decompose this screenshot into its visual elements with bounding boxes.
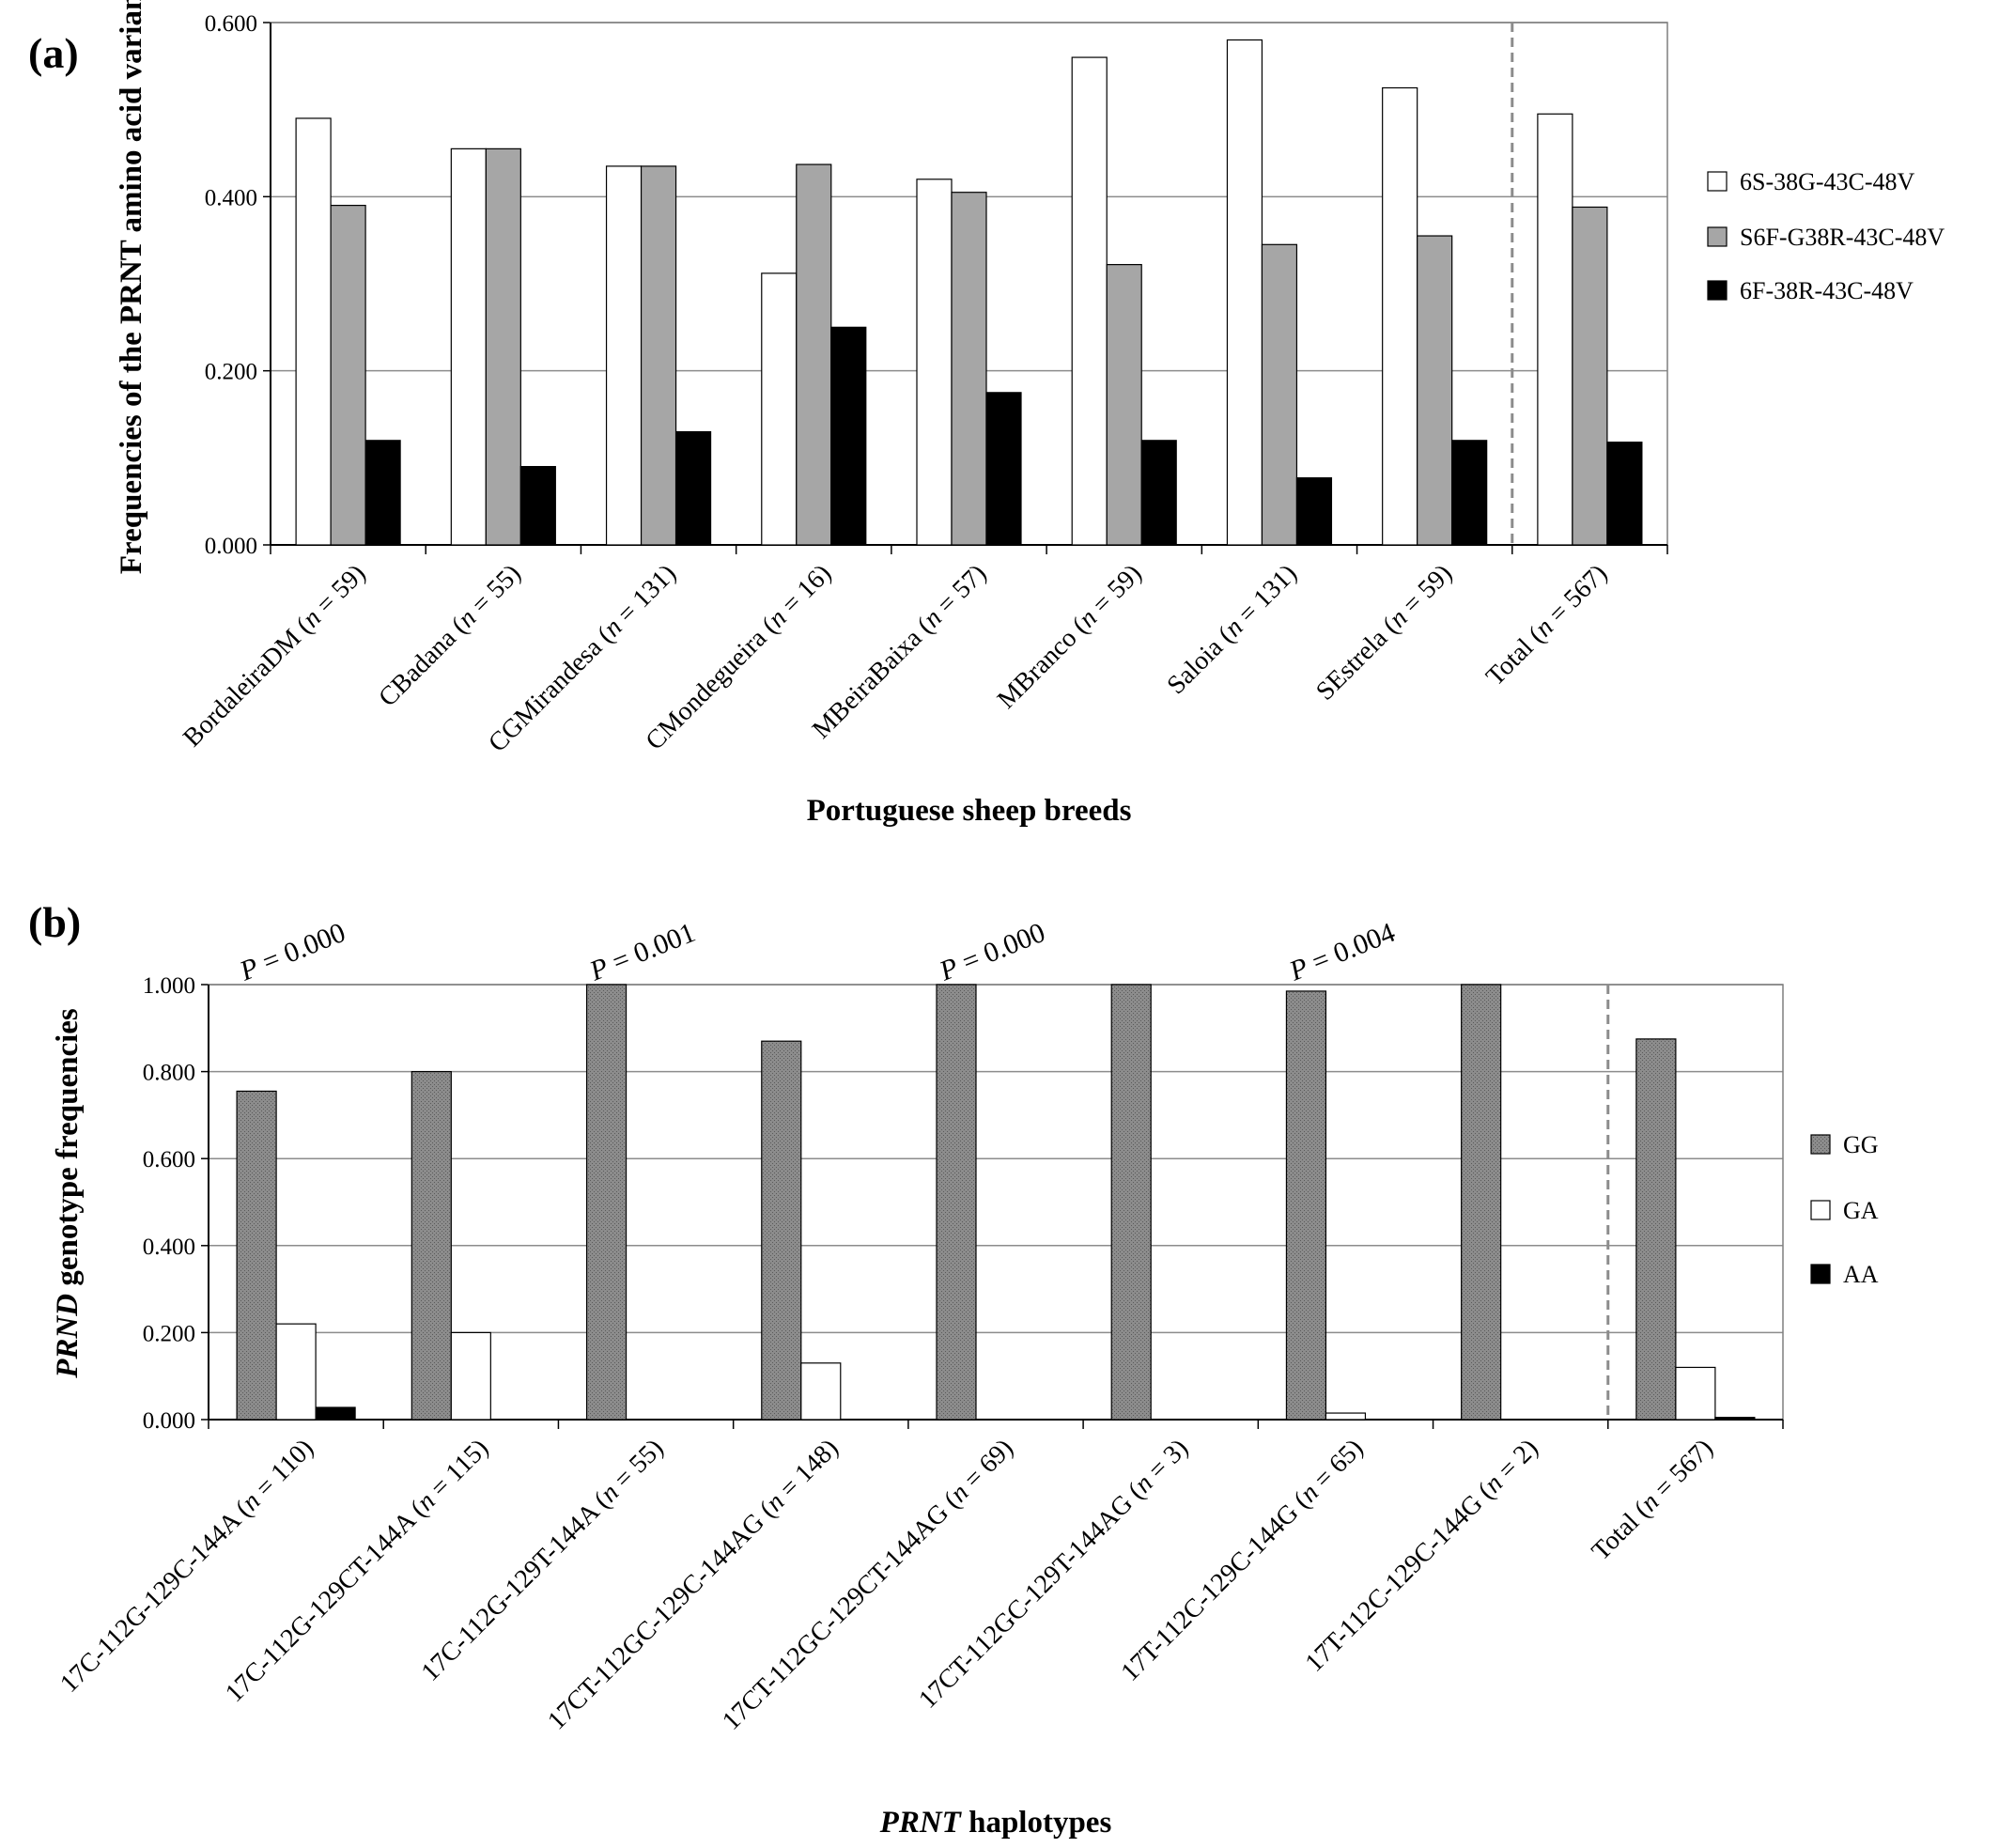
bar-6s-38g-43c-48v-5: [1071, 56, 1108, 546]
bar-s6f-g38r-43c-48v-4: [951, 192, 987, 546]
bar-gg-7: [1461, 984, 1502, 1421]
x-category-label: Total (n = 567): [1587, 1434, 1719, 1566]
bar-gg-2: [585, 984, 628, 1421]
x-category-label: MBeiraBaixa (n = 57): [807, 559, 992, 744]
bar-aa-0: [315, 1406, 356, 1421]
y-tick-label: 0.000: [143, 1408, 195, 1434]
x-category-label: SEstrela (n = 59): [1310, 559, 1458, 707]
legend-label: GG: [1843, 1131, 1879, 1158]
bar-ga-8: [1675, 1366, 1716, 1421]
legend-label: AA: [1843, 1261, 1879, 1288]
legend-label: 6F-38R-43C-48V: [1740, 277, 1914, 304]
bar-6f-38r-43c-48v-3: [830, 326, 867, 546]
bar-gg-8: [1635, 1038, 1677, 1421]
p-value-annotation: P = 0.004: [1284, 917, 1399, 987]
x-axis-title: Portuguese sheep breeds: [807, 794, 1132, 828]
bar-6f-38r-43c-48v-4: [985, 392, 1022, 546]
legend-label: 6S-38G-43C-48V: [1740, 168, 1915, 195]
bar-ga-1: [450, 1331, 491, 1421]
bar-6f-38r-43c-48v-1: [519, 466, 556, 546]
bar-ga-6: [1325, 1412, 1367, 1421]
bar-s6f-g38r-43c-48v-0: [330, 205, 366, 546]
y-tick-label: 0.000: [205, 534, 257, 559]
legend-swatch: [1707, 280, 1728, 301]
y-tick-label: 0.400: [143, 1235, 195, 1260]
x-category-label: Total (n = 567): [1480, 559, 1613, 691]
bar-s6f-g38r-43c-48v-2: [640, 165, 677, 546]
panel-label: (b): [28, 898, 81, 946]
legend-label: S6F-G38R-43C-48V: [1740, 224, 1945, 251]
x-category-label: Saloia (n = 131): [1162, 559, 1303, 700]
bar-6f-38r-43c-48v-7: [1451, 440, 1488, 546]
bar-ga-3: [800, 1362, 842, 1421]
legend-swatch: [1810, 1200, 1831, 1220]
bar-6s-38g-43c-48v-3: [761, 272, 798, 546]
bar-gg-4: [936, 984, 977, 1421]
x-category-label: 17CT-112GC-129C-144AG (n = 148): [542, 1434, 844, 1735]
bar-s6f-g38r-43c-48v-6: [1261, 243, 1298, 546]
bar-6s-38g-43c-48v-8: [1537, 113, 1573, 546]
bar-s6f-g38r-43c-48v-8: [1572, 206, 1608, 546]
y-tick-label: 0.600: [205, 11, 257, 37]
x-axis-title: PRNT haplotypes: [879, 1806, 1112, 1840]
bar-6s-38g-43c-48v-2: [605, 165, 643, 546]
x-category-label: 17CT-112GC-129CT-144AG (n = 69): [717, 1434, 1019, 1736]
bar-gg-3: [761, 1040, 802, 1421]
x-category-label: BordaleiraDM (n = 59): [178, 559, 371, 753]
bar-gg-1: [411, 1070, 452, 1421]
bar-6s-38g-43c-48v-0: [295, 117, 332, 546]
bar-aa-8: [1714, 1417, 1756, 1421]
p-value-annotation: P = 0.000: [935, 917, 1049, 987]
bar-gg-6: [1285, 990, 1327, 1421]
bar-s6f-g38r-43c-48v-5: [1106, 264, 1142, 546]
y-tick-label: 1.000: [143, 973, 195, 999]
legend-label: GA: [1843, 1197, 1879, 1224]
bar-6s-38g-43c-48v-4: [916, 179, 953, 546]
chart-panel-b: 0.0000.2000.4000.6000.8001.00017C-112G-1…: [28, 898, 1879, 1840]
y-tick-label: 0.200: [205, 360, 257, 385]
p-value-annotation: P = 0.001: [584, 917, 699, 987]
bar-6s-38g-43c-48v-6: [1226, 39, 1263, 546]
y-tick-label: 0.600: [143, 1147, 195, 1172]
bar-6f-38r-43c-48v-2: [674, 430, 712, 546]
bar-s6f-g38r-43c-48v-7: [1417, 235, 1453, 546]
bar-6f-38r-43c-48v-0: [364, 440, 401, 546]
y-tick-label: 0.400: [205, 185, 257, 210]
y-tick-label: 0.200: [143, 1321, 195, 1346]
p-value-annotation: P = 0.000: [235, 917, 349, 987]
bar-ga-0: [275, 1323, 317, 1421]
bar-s6f-g38r-43c-48v-1: [485, 148, 521, 546]
legend-swatch: [1810, 1134, 1831, 1155]
panel-label: (a): [28, 29, 79, 77]
y-axis-title: PRND genotype frequencies: [51, 1008, 85, 1379]
y-axis-title: Frequencies of the PRNT amino acid varia…: [115, 0, 148, 574]
bar-6f-38r-43c-48v-8: [1606, 442, 1643, 546]
bar-6s-38g-43c-48v-1: [450, 148, 487, 546]
bar-gg-0: [236, 1090, 277, 1421]
x-category-label: CBadana (n = 55): [373, 559, 526, 712]
legend-swatch: [1810, 1264, 1831, 1284]
bar-6s-38g-43c-48v-7: [1382, 86, 1418, 546]
y-tick-label: 0.800: [143, 1061, 195, 1086]
x-category-label: MBranco (n = 59): [992, 559, 1148, 715]
bar-6f-38r-43c-48v-5: [1140, 440, 1177, 546]
bar-s6f-g38r-43c-48v-3: [796, 163, 832, 546]
bar-gg-5: [1110, 984, 1152, 1421]
chart-panel-a: 0.000 0.200 0.400 0.600 BordaleiraDM (n = 59…: [28, 0, 1945, 828]
legend-swatch: [1707, 171, 1728, 192]
bar-6f-38r-43c-48v-6: [1295, 477, 1333, 546]
legend-swatch: [1707, 226, 1728, 247]
